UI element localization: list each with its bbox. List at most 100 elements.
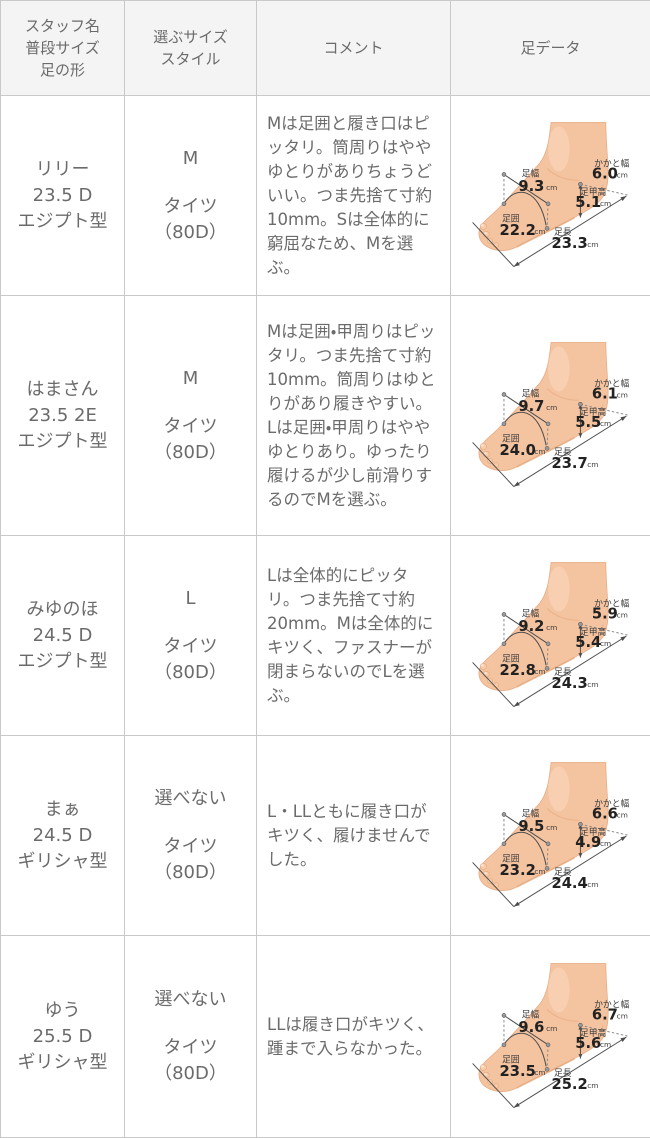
- header-foot-data: 足データ: [451, 1, 650, 96]
- header-size-line2: スタイル: [127, 48, 254, 70]
- heel-width-unit: cm: [616, 610, 627, 619]
- foot-length-unit: cm: [587, 879, 598, 888]
- staff-name: リリー: [3, 157, 122, 183]
- style-denier: （80D）: [127, 660, 254, 686]
- chosen-size-cell: L タイツ （80D）: [125, 536, 257, 736]
- table-row: みゆのほ 24.5 D エジプト型 L タイツ （80D） Lは全体的にピッタリ…: [1, 536, 650, 736]
- style-name: タイツ: [127, 634, 254, 660]
- heel-width-value: 6.1: [591, 385, 617, 402]
- foot-width-unit: cm: [546, 623, 557, 632]
- foot-diagram: 足幅 9.3 cm かかと幅 6.0 cm 足甲高 5.1 cm 足囲 22.2…: [453, 98, 649, 294]
- heel-width-value: 6.6: [591, 805, 617, 822]
- heel-width-unit: cm: [616, 1011, 627, 1020]
- table-row: はまさん 23.5 2E エジプト型 M タイツ （80D） Mは足囲・甲周りは…: [1, 296, 650, 536]
- foot-width-value: 9.6: [518, 1019, 544, 1036]
- staff-foot-shape: ギリシャ型: [3, 1050, 122, 1076]
- foot-length-value: 25.2: [551, 1075, 587, 1092]
- spacer: [127, 1013, 254, 1035]
- staff-foot-shape: ギリシャ型: [3, 849, 122, 875]
- instep-height-unit: cm: [600, 1039, 611, 1048]
- header-row: スタッフ名 普段サイズ 足の形 選ぶサイズ スタイル コメント 足データ: [1, 1, 650, 96]
- foot-length-unit: cm: [587, 1080, 598, 1089]
- chosen-size-cell: M タイツ （80D）: [125, 296, 257, 536]
- instep-height-value: 5.5: [575, 413, 601, 430]
- chosen-size-cell: 選べない タイツ （80D）: [125, 736, 257, 936]
- comment-cell: Mは足囲と履き口はピッタリ。筒周りはややゆとりがありちょうどいい。つま先捨て寸約…: [257, 96, 451, 296]
- staff-usual-size: 23.5 D: [3, 183, 122, 209]
- chosen-size: L: [127, 586, 254, 612]
- comment-cell: L・LLともに履き口がキツく、履けませんでした。: [257, 736, 451, 936]
- heel-width-value: 6.7: [591, 1006, 617, 1023]
- heel-width-value: 6.0: [591, 165, 617, 182]
- foot-girth-unit: cm: [534, 227, 545, 236]
- instep-height-value: 5.6: [575, 1034, 601, 1051]
- foot-width-value: 9.2: [518, 618, 544, 635]
- table-row: まぁ 24.5 D ギリシャ型 選べない タイツ （80D） L・LLともに履き…: [1, 736, 650, 936]
- staff-usual-size: 24.5 D: [3, 823, 122, 849]
- instep-height-unit: cm: [600, 638, 611, 647]
- foot-girth-value: 23.5: [499, 1063, 535, 1080]
- foot-width-value: 9.5: [518, 818, 544, 835]
- chosen-size: M: [127, 146, 254, 172]
- staff-name: まぁ: [3, 797, 122, 823]
- foot-diagram: 足幅 9.2 cm かかと幅 5.9 cm 足甲高 5.4 cm 足囲 22.8…: [453, 538, 649, 734]
- staff-name: はまさん: [3, 377, 122, 403]
- foot-width-unit: cm: [546, 183, 557, 192]
- spacer: [127, 812, 254, 834]
- style-denier: （80D）: [127, 1061, 254, 1087]
- header-staff: スタッフ名 普段サイズ 足の形: [1, 1, 125, 96]
- style-name: タイツ: [127, 834, 254, 860]
- chosen-size: 選べない: [127, 987, 254, 1013]
- header-staff-line2: 普段サイズ: [3, 37, 122, 59]
- header-staff-line1: スタッフ名: [3, 15, 122, 37]
- style-denier: （80D）: [127, 220, 254, 246]
- foot-diagram: 足幅 9.5 cm かかと幅 6.6 cm 足甲高 4.9 cm 足囲 23.2…: [453, 738, 649, 934]
- foot-girth-unit: cm: [534, 867, 545, 876]
- table-row: ゆう 25.5 D ギリシャ型 選べない タイツ （80D） LLは履き口がキツ…: [1, 936, 650, 1138]
- instep-height-value: 5.1: [575, 193, 601, 210]
- chosen-size-cell: 選べない タイツ （80D）: [125, 936, 257, 1138]
- style-denier: （80D）: [127, 860, 254, 886]
- spacer: [127, 612, 254, 634]
- foot-length-unit: cm: [587, 239, 598, 248]
- comment-cell: Mは足囲・甲周りはピッタリ。つま先捨て寸約10mm。筒周りはゆとりがあり履きやす…: [257, 296, 451, 536]
- spacer: [127, 392, 254, 414]
- foot-girth-value: 24.0: [499, 442, 535, 459]
- staff-name-cell: リリー 23.5 D エジプト型: [1, 96, 125, 296]
- foot-data-cell: 足幅 9.6 cm かかと幅 6.7 cm 足甲高 5.6 cm 足囲 23.5…: [451, 936, 650, 1138]
- foot-length-unit: cm: [587, 679, 598, 688]
- foot-width-unit: cm: [546, 823, 557, 832]
- staff-name: みゆのほ: [3, 597, 122, 623]
- foot-girth-unit: cm: [534, 447, 545, 456]
- staff-name-cell: はまさん 23.5 2E エジプト型: [1, 296, 125, 536]
- instep-height-unit: cm: [600, 838, 611, 847]
- staff-foot-shape: エジプト型: [3, 429, 122, 455]
- chosen-size: M: [127, 366, 254, 392]
- foot-length-value: 24.4: [551, 874, 587, 891]
- staff-usual-size: 23.5 2E: [3, 403, 122, 429]
- foot-width-value: 9.3: [518, 178, 544, 195]
- heel-width-value: 5.9: [591, 605, 617, 622]
- staff-usual-size: 24.5 D: [3, 623, 122, 649]
- header-size: 選ぶサイズ スタイル: [125, 1, 257, 96]
- comment-cell: Lは全体的にピッタリ。つま先捨て寸約20mm。Mは全体的にキツく、ファスナーが閉…: [257, 536, 451, 736]
- foot-length-value: 24.3: [551, 674, 587, 691]
- spacer: [127, 172, 254, 194]
- staff-foot-shape: エジプト型: [3, 649, 122, 675]
- heel-width-unit: cm: [616, 170, 627, 179]
- instep-height-value: 4.9: [575, 833, 601, 850]
- heel-width-unit: cm: [616, 810, 627, 819]
- header-size-line1: 選ぶサイズ: [127, 26, 254, 48]
- foot-length-value: 23.7: [551, 454, 587, 471]
- instep-height-unit: cm: [600, 418, 611, 427]
- foot-girth-value: 22.8: [499, 662, 535, 679]
- chosen-size-cell: M タイツ （80D）: [125, 96, 257, 296]
- style-name: タイツ: [127, 194, 254, 220]
- staff-usual-size: 25.5 D: [3, 1024, 122, 1050]
- foot-data-cell: 足幅 9.5 cm かかと幅 6.6 cm 足甲高 4.9 cm 足囲 23.2…: [451, 736, 650, 936]
- foot-length-unit: cm: [587, 459, 598, 468]
- chosen-size: 選べない: [127, 786, 254, 812]
- style-name: タイツ: [127, 414, 254, 440]
- staff-name: ゆう: [3, 998, 122, 1024]
